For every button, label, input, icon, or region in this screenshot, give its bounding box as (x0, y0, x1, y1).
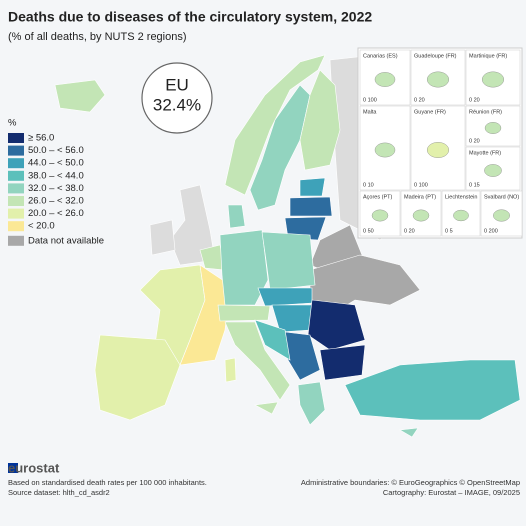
region (224, 357, 237, 383)
legend-label: 26.0 – < 32.0 (28, 196, 84, 207)
cartography: Cartography: Eurostat – IMAGE, 09/2025 (383, 488, 520, 497)
legend-label: 20.0 – < 26.0 (28, 208, 84, 219)
region (224, 54, 326, 196)
inset-name: Canarias (ES) (363, 53, 398, 59)
inset-scale: 0 100 (363, 97, 377, 103)
legend-label: 38.0 – < 44.0 (28, 170, 84, 181)
legend-swatch (8, 133, 24, 143)
region (254, 319, 291, 361)
region (219, 229, 269, 306)
inset-scale: 0 100 (414, 182, 428, 188)
legend-swatch (8, 196, 24, 206)
legend-swatch (8, 183, 24, 194)
region (289, 196, 333, 217)
inset-scale: 0 10 (363, 182, 374, 188)
legend-swatch (8, 208, 24, 219)
region (307, 299, 366, 351)
region (399, 427, 419, 438)
inset-scale: 0 20 (469, 138, 480, 144)
region (94, 334, 181, 421)
subtitle: (% of all deaths, by NUTS 2 regions) (8, 31, 187, 43)
region (217, 304, 271, 322)
legend: ≥ 56.050.0 – < 56.0 44.0 – < 50.038.0 – <… (8, 133, 104, 246)
inset-name: Açores (PT) (363, 194, 393, 200)
legend-swatch (8, 145, 24, 156)
inset-shape (493, 209, 510, 222)
legend-label: 44.0 – < 50.0 (28, 158, 84, 169)
country (149, 219, 176, 256)
inset-scale: 0 20 (414, 97, 425, 103)
insets: Canarias (ES) 0 100 Guadeloupe (FR) 0 20 Mar… (359, 49, 523, 237)
region (299, 177, 326, 197)
inset-shape (484, 164, 502, 177)
inset-scale: 0 50 (363, 228, 374, 234)
region (224, 321, 291, 401)
logo: eurostat (8, 460, 60, 475)
legend-label: 50.0 – < 56.0 (28, 145, 84, 156)
legend-swatch (8, 221, 24, 232)
inset-scale: 0 200 (484, 228, 498, 234)
inset-name: Madeira (PT) (404, 194, 436, 200)
logo-flag (8, 463, 18, 473)
legend-label: ≥ 56.0 (28, 133, 54, 144)
legend-unit: % (8, 118, 17, 129)
inset-scale: 0 20 (404, 228, 415, 234)
inset-shape (427, 71, 450, 88)
inset-scale: 0 15 (469, 182, 480, 188)
region (261, 231, 316, 291)
inset-frame (359, 190, 401, 237)
region (254, 401, 279, 415)
region (227, 204, 246, 229)
region (54, 79, 106, 113)
inset-shape (453, 209, 469, 222)
inset-shape (371, 209, 389, 222)
inset-name: Svalbard (NO) (484, 194, 519, 200)
legend-swatch (8, 235, 24, 246)
legend-swatch (8, 158, 24, 169)
eu-label: EU (165, 75, 189, 94)
country (169, 184, 216, 266)
source: Source dataset: hlth_cd_asdr2 (8, 488, 110, 497)
inset-shape (374, 72, 396, 87)
inset-shape (374, 142, 396, 158)
inset-scale: 0 5 (445, 228, 453, 234)
note: Based on standardised death rates per 10… (8, 478, 207, 487)
inset-name: Réunion (FR) (469, 109, 502, 115)
region (257, 287, 313, 307)
eu-badge (141, 62, 213, 134)
inset-name: Martinique (FR) (469, 53, 507, 59)
inset-name: Malta (363, 109, 377, 115)
region (297, 381, 326, 426)
inset-name: Mayotte (FR) (469, 150, 501, 156)
region (299, 69, 341, 171)
boundaries: Administrative boundaries: © EuroGeograp… (301, 478, 520, 487)
inset-name: Guyane (FR) (414, 109, 446, 115)
eu-value: 32.4% (153, 95, 201, 114)
title: Deaths due to diseases of the circulator… (8, 9, 372, 25)
inset-name: Guadeloupe (FR) (414, 53, 457, 59)
legend-label: 32.0 – < 38.0 (28, 183, 84, 194)
inset-shape (412, 209, 430, 222)
legend-label: Data not available (28, 235, 104, 246)
inset-shape (427, 142, 450, 158)
legend-label: < 20.0 (28, 221, 55, 232)
legend-swatch (8, 170, 24, 181)
region (344, 359, 521, 421)
region (319, 344, 366, 381)
inset-name: Liechtenstein (445, 194, 477, 200)
inset-shape (482, 71, 505, 88)
inset-scale: 0 20 (469, 97, 480, 103)
inset-shape (484, 122, 502, 134)
